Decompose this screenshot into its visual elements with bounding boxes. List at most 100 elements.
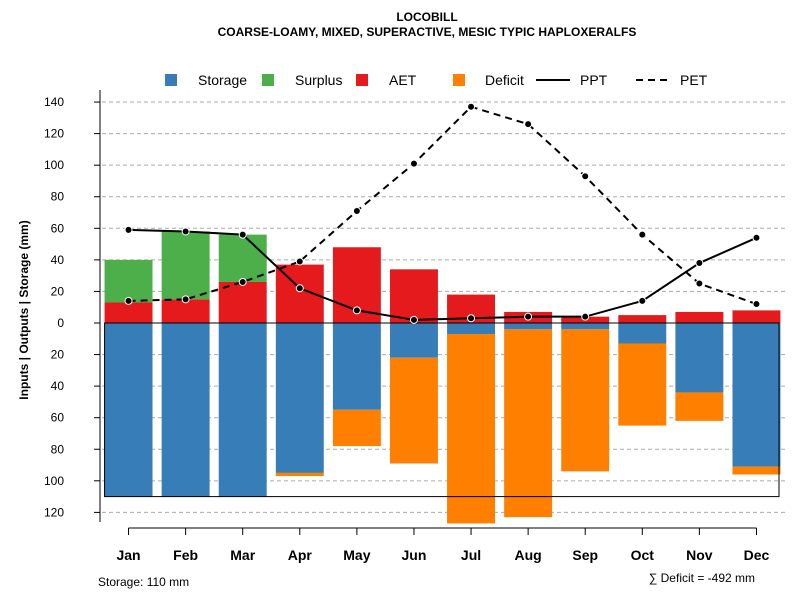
deficit-note: ∑ Deficit = -492 mm (649, 571, 755, 585)
ppt-point (295, 284, 304, 293)
ppt-point (752, 233, 761, 242)
pet-point (295, 257, 304, 266)
x-tick-label: Aug (515, 547, 542, 563)
legend-label: AET (389, 72, 417, 88)
legend-label: PET (680, 72, 708, 88)
x-tick-label: Jan (116, 547, 140, 563)
storage-bar (104, 323, 153, 497)
pet-point (467, 102, 476, 111)
deficit-bar (447, 334, 496, 524)
ppt-point (524, 312, 533, 321)
y-tick-label: 120 (44, 505, 64, 519)
storage-bar (618, 323, 667, 344)
storage-bar (732, 323, 781, 467)
pet-point (124, 296, 133, 305)
deficit-bar (504, 329, 553, 518)
pet-point (238, 277, 247, 286)
y-tick-label: 80 (51, 442, 65, 456)
y-tick-label: 100 (44, 158, 64, 172)
y-tick-label: 100 (44, 474, 64, 488)
chart-title: LOCOBILL (396, 10, 457, 24)
ppt-point (581, 312, 590, 321)
surplus-bar (218, 234, 267, 282)
deficit-bar (332, 409, 381, 447)
pet-point (352, 206, 361, 215)
pet-point (752, 300, 761, 309)
ppt-point (467, 314, 476, 323)
storage-bar (161, 323, 210, 497)
pet-point (638, 230, 647, 239)
x-tick-label: Dec (744, 547, 770, 563)
y-tick-label: 40 (51, 379, 65, 393)
y-tick-label: 20 (51, 284, 65, 298)
deficit-bar (732, 466, 781, 475)
storage-bar (332, 323, 381, 410)
x-tick-label: Apr (288, 547, 313, 563)
storage-bar (675, 323, 724, 393)
legend-swatch (453, 74, 465, 86)
axes: 140 120 100 80 60 40 20 0 20 40 60 80 100 120 Jan Feb Ma… (44, 90, 770, 563)
surplus-bar (104, 259, 153, 303)
ppt-point (124, 225, 133, 234)
storage-bar (275, 323, 324, 473)
pet-point (581, 172, 590, 181)
x-tick-label: Jun (402, 547, 427, 563)
pet-point (181, 295, 190, 304)
x-tick-label: Oct (631, 547, 655, 563)
ppt-point (409, 315, 418, 324)
storage-bar (218, 323, 267, 497)
legend: Storage Surplus AET Deficit PPT PET (165, 72, 708, 88)
ppt-pet-lines (104, 102, 780, 498)
legend-label: Surplus (295, 72, 342, 88)
y-tick-label: 140 (44, 95, 64, 109)
legend-swatch (165, 74, 177, 86)
deficit-bar (389, 357, 438, 464)
aet-bar (389, 269, 438, 323)
aet-bar (218, 281, 267, 323)
storage-capacity-frame (104, 322, 780, 498)
pet-point (695, 279, 704, 288)
y-tick-label: 60 (51, 221, 65, 235)
y-tick-label: 40 (51, 253, 65, 267)
legend-swatch (356, 74, 368, 86)
y-tick-label: 60 (51, 411, 65, 425)
x-tick-label: Mar (230, 547, 255, 563)
ppt-line (128, 228, 757, 321)
y-axis-label: Inputs | Outputs | Storage (mm) (17, 220, 31, 399)
x-tick-label: Nov (686, 547, 713, 563)
pet-point (524, 120, 533, 129)
gridlines (102, 101, 785, 513)
deficit-bar (618, 343, 667, 426)
storage-bar (447, 323, 496, 335)
y-tick-label: 0 (57, 316, 64, 330)
deficit-bar (275, 472, 324, 477)
legend-label: Deficit (485, 72, 524, 88)
bars (104, 231, 781, 524)
legend-label: Storage (198, 72, 247, 88)
storage-bar (504, 323, 553, 330)
aet-bar (104, 302, 153, 323)
storage-note: Storage: 110 mm (98, 575, 189, 589)
legend-label: PPT (580, 72, 608, 88)
aet-bar (675, 311, 724, 323)
ppt-point (181, 227, 190, 236)
pet-line (128, 105, 757, 306)
y-tick-label: 120 (44, 127, 64, 141)
y-tick-label: 80 (51, 190, 65, 204)
aet-bar (161, 299, 210, 323)
legend-swatch (262, 74, 274, 86)
deficit-bar (675, 392, 724, 421)
x-tick-label: Feb (173, 547, 198, 563)
aet-bar (732, 310, 781, 323)
aet-bar (618, 315, 667, 323)
surplus-bar (161, 231, 210, 300)
x-tick-label: May (343, 547, 370, 563)
chart-subtitle: COARSE-LOAMY, MIXED, SUPERACTIVE, MESIC … (218, 25, 637, 39)
ppt-point (352, 306, 361, 315)
pet-point (409, 159, 418, 168)
deficit-bar (561, 329, 610, 472)
storage-bar (561, 323, 610, 330)
x-tick-label: Sep (572, 547, 598, 563)
storage-bar (389, 323, 438, 358)
ppt-point (238, 230, 247, 239)
